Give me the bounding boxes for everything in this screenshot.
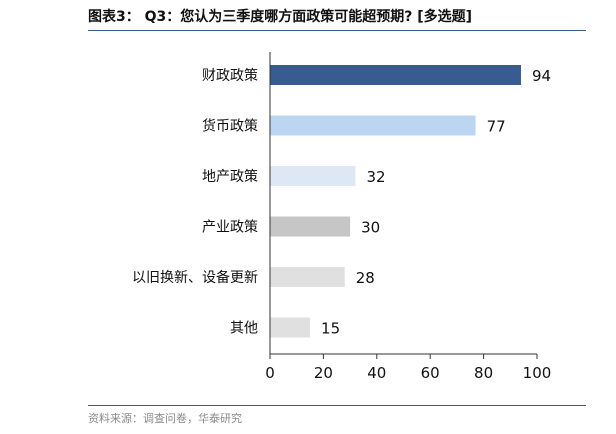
x-tick-label: 60 [421, 364, 440, 382]
value-label: 15 [321, 320, 340, 338]
x-axis: 0 20 40 60 80 100 [265, 52, 551, 382]
bar [270, 317, 311, 338]
bar [270, 267, 345, 287]
category-label: 货币政策 [202, 118, 258, 135]
x-tick-label: 20 [314, 364, 333, 382]
footer-divider [88, 405, 586, 406]
figure-title: 图表3： Q3：您认为三季度哪方面政策可能超预期? [多选题] [88, 9, 473, 25]
x-tick-label: 40 [367, 364, 386, 382]
value-label: 30 [361, 219, 380, 237]
bars-layer [270, 65, 521, 338]
value-labels-layer: 94 77 32 30 28 15 [321, 67, 551, 338]
value-label: 28 [356, 269, 375, 287]
x-tick-label: 80 [474, 364, 493, 382]
title-divider [88, 30, 586, 31]
category-label: 其他 [230, 321, 258, 337]
source-note: 资料来源：调查问卷，华泰研究 [88, 412, 242, 425]
bar [270, 65, 521, 85]
x-tick-label: 100 [523, 364, 552, 382]
bar [270, 115, 476, 136]
bar [270, 216, 351, 237]
value-label: 32 [366, 168, 385, 186]
category-label: 以旧换新、设备更新 [132, 269, 258, 286]
value-label: 94 [532, 67, 551, 85]
bar [270, 166, 356, 186]
category-label: 产业政策 [202, 219, 258, 236]
category-label: 地产政策 [202, 168, 258, 185]
x-tick-label: 0 [265, 364, 275, 382]
category-label: 财政政策 [202, 67, 258, 84]
value-label: 77 [487, 118, 506, 136]
